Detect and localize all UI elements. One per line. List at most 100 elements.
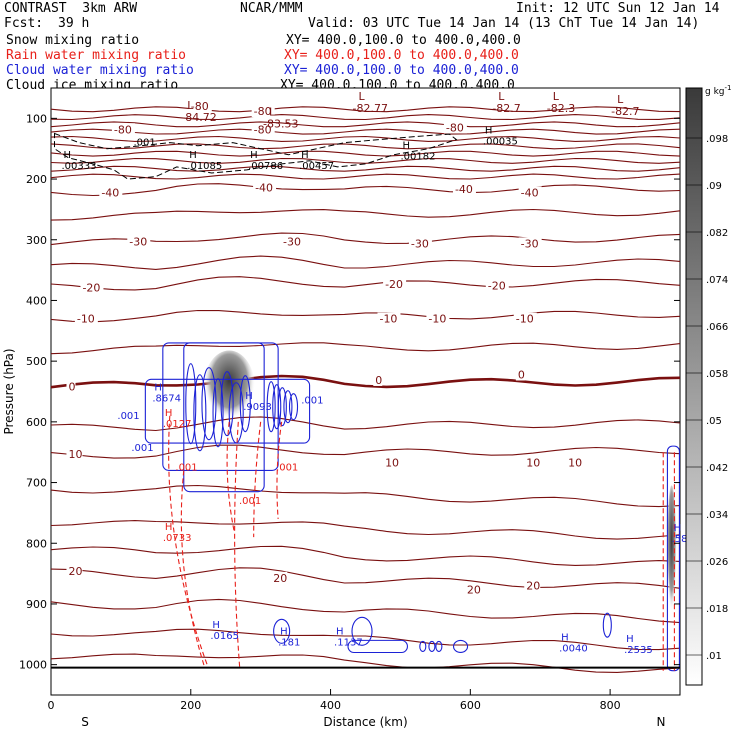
field-name-snow: Snow mixing ratio	[6, 33, 140, 48]
temperature-label: 20	[273, 572, 287, 585]
isotherm-line	[50, 121, 681, 128]
temperature-label: -80	[254, 105, 272, 118]
cloud-water-contour-label: .001	[131, 443, 153, 454]
colorbar-tick-label: .098	[706, 134, 728, 145]
temperature-label: 0	[68, 381, 75, 394]
y-tick-label: 500	[26, 355, 47, 368]
cloud-ice-contour-label: .001	[133, 138, 155, 149]
temperature-label-bg	[271, 571, 288, 584]
cloud-ice-max-marker: H	[301, 150, 309, 161]
temperature-label: -80	[446, 121, 464, 134]
cloud-water-max-marker: H	[674, 523, 682, 534]
cloud-ice-max-marker: H	[63, 150, 71, 161]
rain-contour	[226, 421, 235, 532]
rain-contour	[253, 421, 262, 538]
temperature-label: 0	[518, 369, 525, 382]
isotherm-line	[50, 114, 681, 121]
freezing-level-line	[50, 374, 681, 389]
cloud-water-contour	[666, 445, 680, 672]
cloud-ice-max-value-label: .00457	[299, 161, 334, 172]
temperature-label-bg	[66, 565, 83, 578]
low-value-label: -84.72	[181, 111, 216, 124]
cloud-water-contour	[228, 382, 244, 444]
temperature-label-bg	[452, 182, 476, 195]
cloud-water-contour	[273, 618, 291, 644]
y-tick-label: 100	[26, 112, 47, 125]
isotherm-line	[50, 598, 681, 624]
rain-max-value-label: .0733	[163, 533, 192, 544]
temperature-label-bg	[188, 100, 212, 113]
cloud-water-max-value-label: .2535	[624, 645, 653, 656]
temperature-label: 0	[375, 374, 382, 387]
rain-contour	[234, 421, 241, 668]
colorbar-tick-label: .026	[706, 557, 728, 568]
cloud-water-contour	[347, 639, 408, 654]
cloud-ice-max-marker: H	[250, 150, 258, 161]
temperature-label: -40	[255, 182, 273, 195]
cloud-ice-max-marker: H	[485, 126, 493, 137]
temperature-label-bg	[485, 279, 509, 292]
isotherm-line	[50, 143, 681, 150]
rain-contour	[168, 415, 209, 668]
cloud-water-max-marker: H	[245, 391, 253, 402]
temperature-label: -30	[521, 237, 539, 250]
rain-max-value-label: .0127	[163, 419, 192, 430]
north-end-label: N	[657, 715, 666, 729]
temperature-label: 10	[526, 457, 540, 470]
y-tick-label: 600	[26, 416, 47, 429]
isotherm-line	[50, 165, 681, 172]
isotherm-line	[50, 183, 681, 197]
cloud-water-max-value-label: .0165	[210, 631, 239, 642]
temperature-label: -40	[455, 183, 473, 196]
isotherm-line	[50, 545, 681, 566]
low-value-label: -82.77	[353, 102, 388, 115]
colorbar-tick-label: .058	[706, 369, 728, 380]
colorbar-tick-label: .01	[706, 651, 722, 662]
temperature-label: -20	[488, 279, 506, 292]
temperature-label-bg	[66, 448, 83, 461]
low-value-label: -82.3	[547, 102, 575, 115]
cloud-water-max-marker: H	[280, 626, 288, 637]
cloud-ice-max-value-label: .00182	[400, 152, 435, 163]
field-name-rain: Rain water mixing ratio	[6, 48, 187, 63]
y-axis-label: Pressure (hPa)	[2, 348, 16, 434]
temperature-label-bg	[518, 237, 542, 250]
temperature-label-bg	[383, 456, 400, 469]
low-value-label: -82.7	[492, 102, 520, 115]
isotherm-line	[50, 309, 681, 323]
temperature-label: 20	[526, 580, 540, 593]
field-xy-rain: XY= 400.0,100.0 to 400.0,400.0	[284, 48, 519, 63]
cloud-water-contour	[452, 639, 469, 653]
temperature-label: -10	[428, 313, 446, 326]
cloud-water-contour	[239, 375, 251, 433]
cloud-water-contour	[428, 640, 436, 652]
cloud-water-contour	[272, 384, 282, 430]
forecast-hour: 39 h	[58, 16, 90, 31]
south-end-label: S	[81, 715, 89, 729]
cloud-water-group	[144, 342, 680, 672]
x-tick-label: 800	[600, 699, 621, 712]
low-marker: L	[187, 99, 194, 112]
temperature-label-bg	[524, 456, 541, 469]
colorbar-tick-label: .05	[706, 416, 722, 427]
temperature-label-bg	[99, 186, 123, 199]
cloud-water-contour	[419, 640, 427, 652]
cloud-ice-contour	[54, 132, 458, 180]
temperature-label-bg	[443, 121, 467, 134]
x-tick-label: 0	[48, 699, 55, 712]
temperature-label-bg	[377, 312, 401, 325]
temperature-label-bg	[281, 235, 305, 248]
temperature-label: 20	[68, 565, 82, 578]
colorbar-tick-label: .074	[706, 275, 728, 286]
temperature-label: 20	[467, 583, 481, 596]
temperature-label-bg	[518, 186, 542, 199]
temperature-label-bg	[566, 456, 583, 469]
isotherm-line	[50, 255, 681, 270]
colorbar-tick-label: .09	[706, 181, 722, 192]
x-tick-label: 400	[320, 699, 341, 712]
y-tick-label: 1000	[19, 659, 47, 672]
cloud-water-max-marker: H	[626, 634, 634, 645]
temperature-label-bg	[80, 281, 104, 294]
temperature-label: -30	[283, 236, 301, 249]
cloud-water-contour	[602, 612, 612, 638]
